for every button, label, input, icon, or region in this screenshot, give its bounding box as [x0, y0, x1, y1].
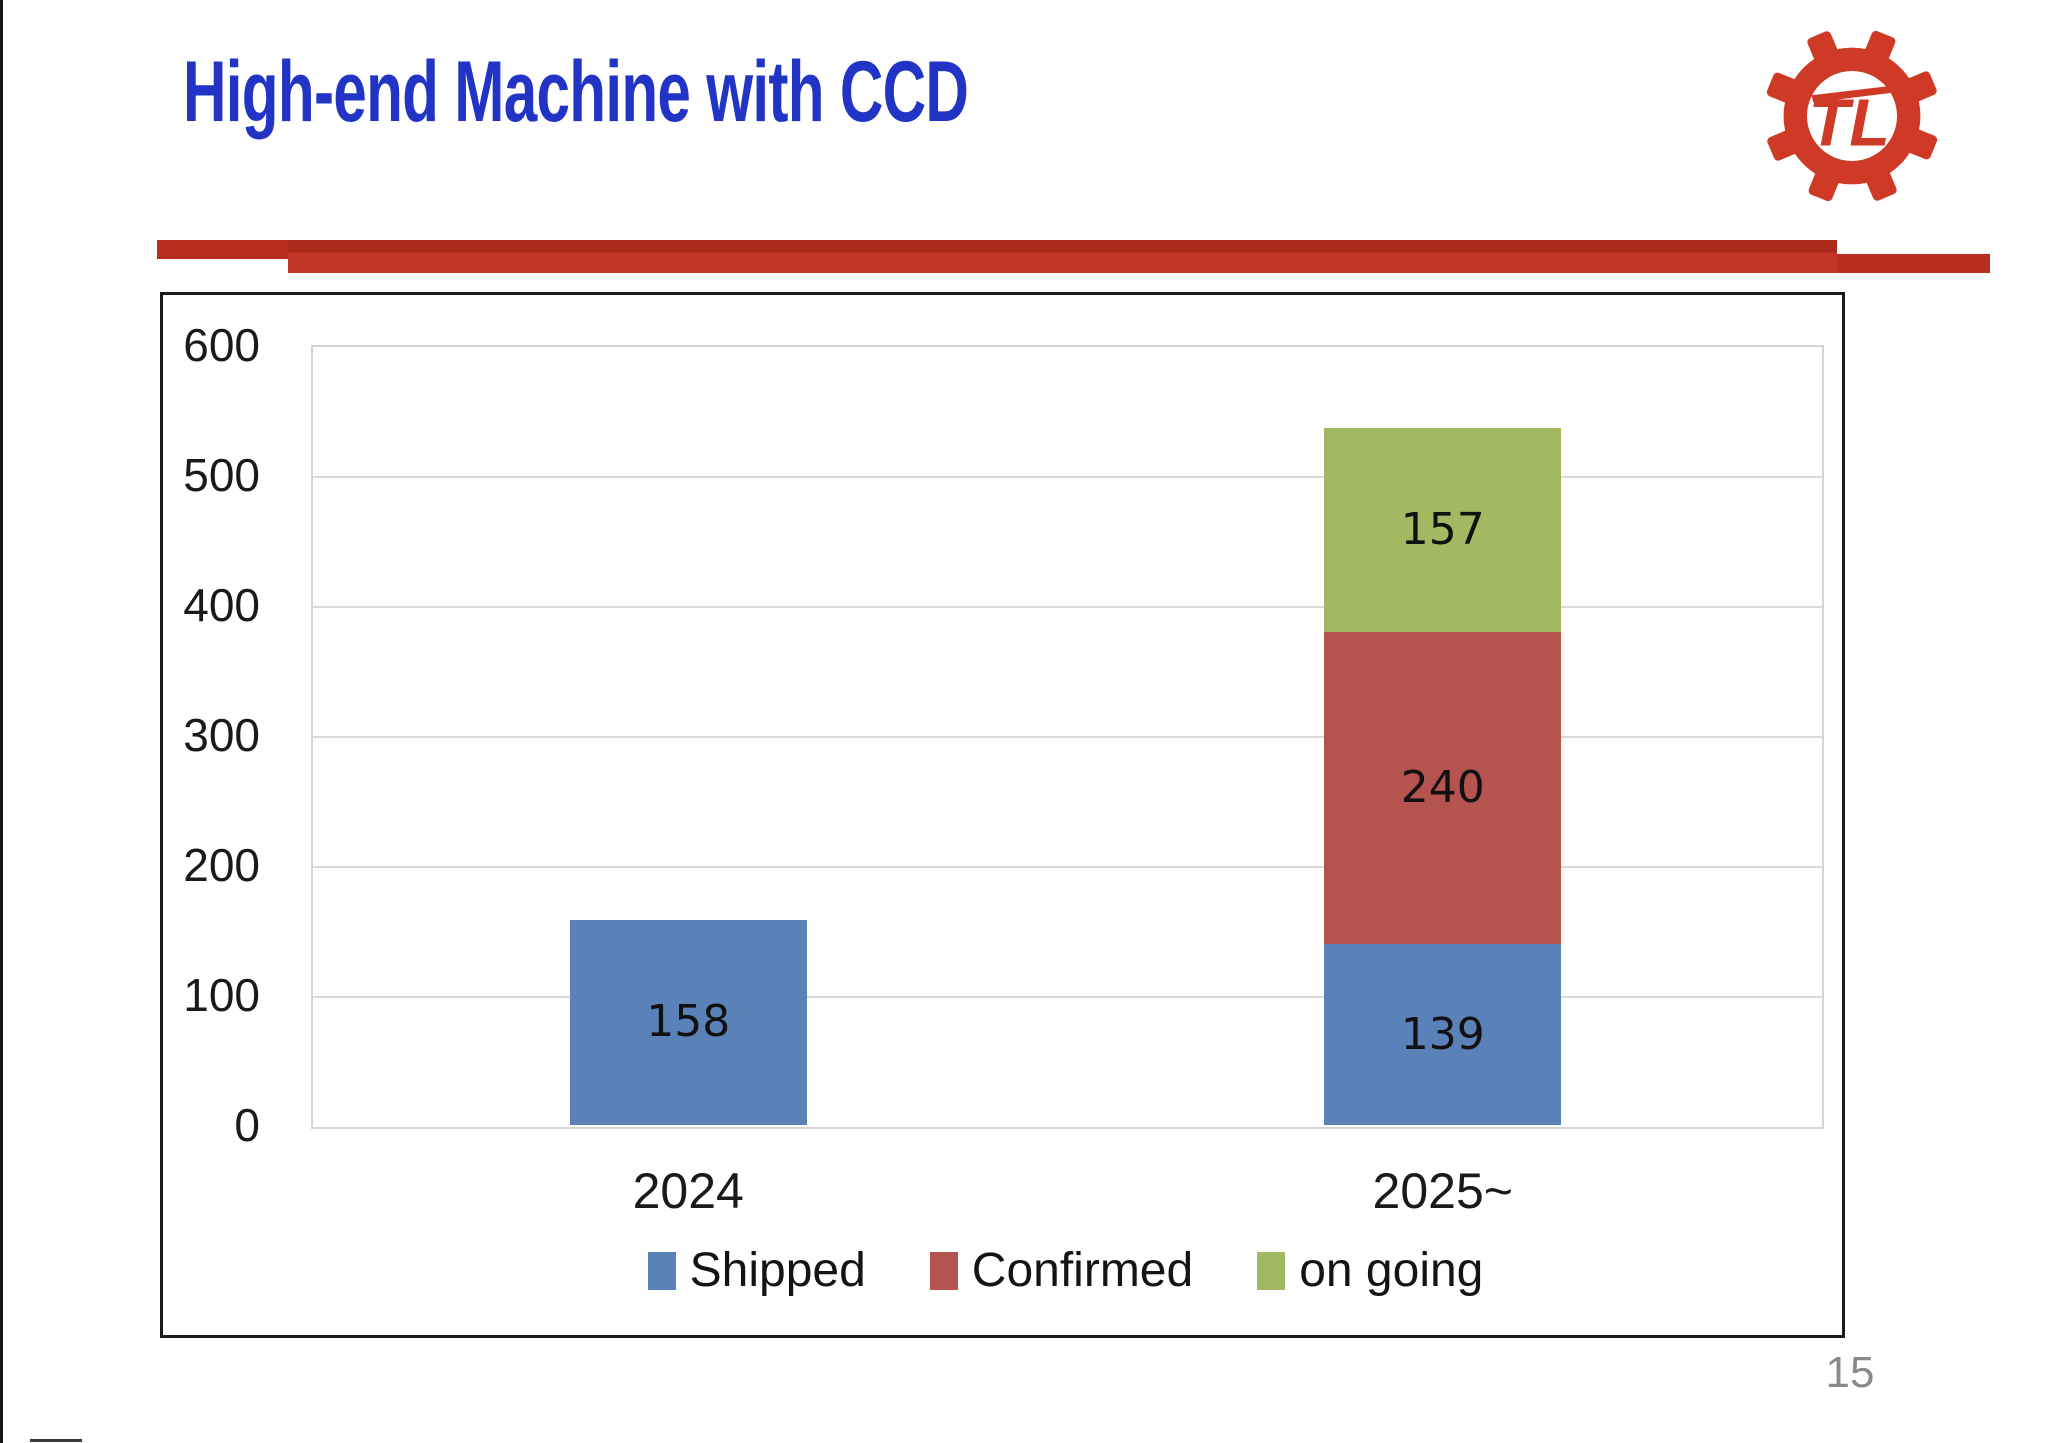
bar-segment: [569, 919, 807, 1125]
y-axis-tick-label: 600: [183, 319, 260, 371]
bar-value-label: 240: [1400, 762, 1485, 814]
divider-bar-main: [288, 240, 1837, 273]
category-label: 2025~: [1372, 1163, 1513, 1219]
plot-area: [311, 345, 1824, 1129]
legend-label: on going: [1299, 1244, 1484, 1297]
legend-label: Confirmed: [971, 1244, 1194, 1297]
legend-item: on going: [1257, 1243, 1483, 1299]
gridline: [313, 736, 1822, 738]
category-label: 2024: [632, 1163, 744, 1219]
divider-bar-left: [157, 240, 288, 259]
title-reflection: High-end Machine with CCD: [183, 148, 1305, 226]
left-edge-line: [0, 0, 3, 1443]
y-axis-tick-label: 300: [183, 709, 260, 761]
bar-segment: [1324, 428, 1562, 633]
title-block: High-end Machine with CCD High-end Machi…: [183, 40, 1305, 226]
reflection-fade: [183, 148, 1305, 226]
divider-bar-right: [1837, 254, 1990, 273]
gridline: [313, 996, 1822, 998]
y-axis-tick-label: 0: [234, 1099, 260, 1151]
gridline: [313, 476, 1822, 478]
page-number: 15: [1825, 1348, 1875, 1397]
legend-swatch: [647, 1252, 676, 1290]
legend-item: Confirmed: [929, 1243, 1194, 1299]
bar-value-label: 139: [1400, 1008, 1485, 1060]
legend-swatch: [1257, 1252, 1286, 1290]
page-title: High-end Machine with CCD: [183, 44, 969, 140]
bar-value-label: 158: [646, 996, 731, 1048]
bar-value-label: 157: [1400, 504, 1485, 556]
gear-logo-icon: TL: [1762, 26, 1942, 206]
legend-swatch: [929, 1252, 958, 1290]
logo-monogram: TL: [1809, 87, 1890, 161]
legend-label: Shipped: [689, 1244, 866, 1297]
chart-legend: Shipped Confirmed on going: [311, 1243, 1820, 1299]
y-axis-tick-label: 200: [183, 839, 260, 891]
gridline: [313, 866, 1822, 868]
y-axis-tick-label: 100: [183, 969, 260, 1021]
legend-item: Shipped: [647, 1243, 866, 1299]
bar-segment: [1324, 944, 1562, 1125]
y-axis-tick-label: 400: [183, 579, 260, 631]
gridline: [313, 606, 1822, 608]
y-axis-tick-label: 500: [183, 449, 260, 501]
bottom-left-mark: [30, 1439, 82, 1442]
bar-segment: [1324, 632, 1562, 945]
chart-frame: 0 100 200 300 400 500 600 158 2024 139 240 157 2025~…: [160, 292, 1845, 1338]
